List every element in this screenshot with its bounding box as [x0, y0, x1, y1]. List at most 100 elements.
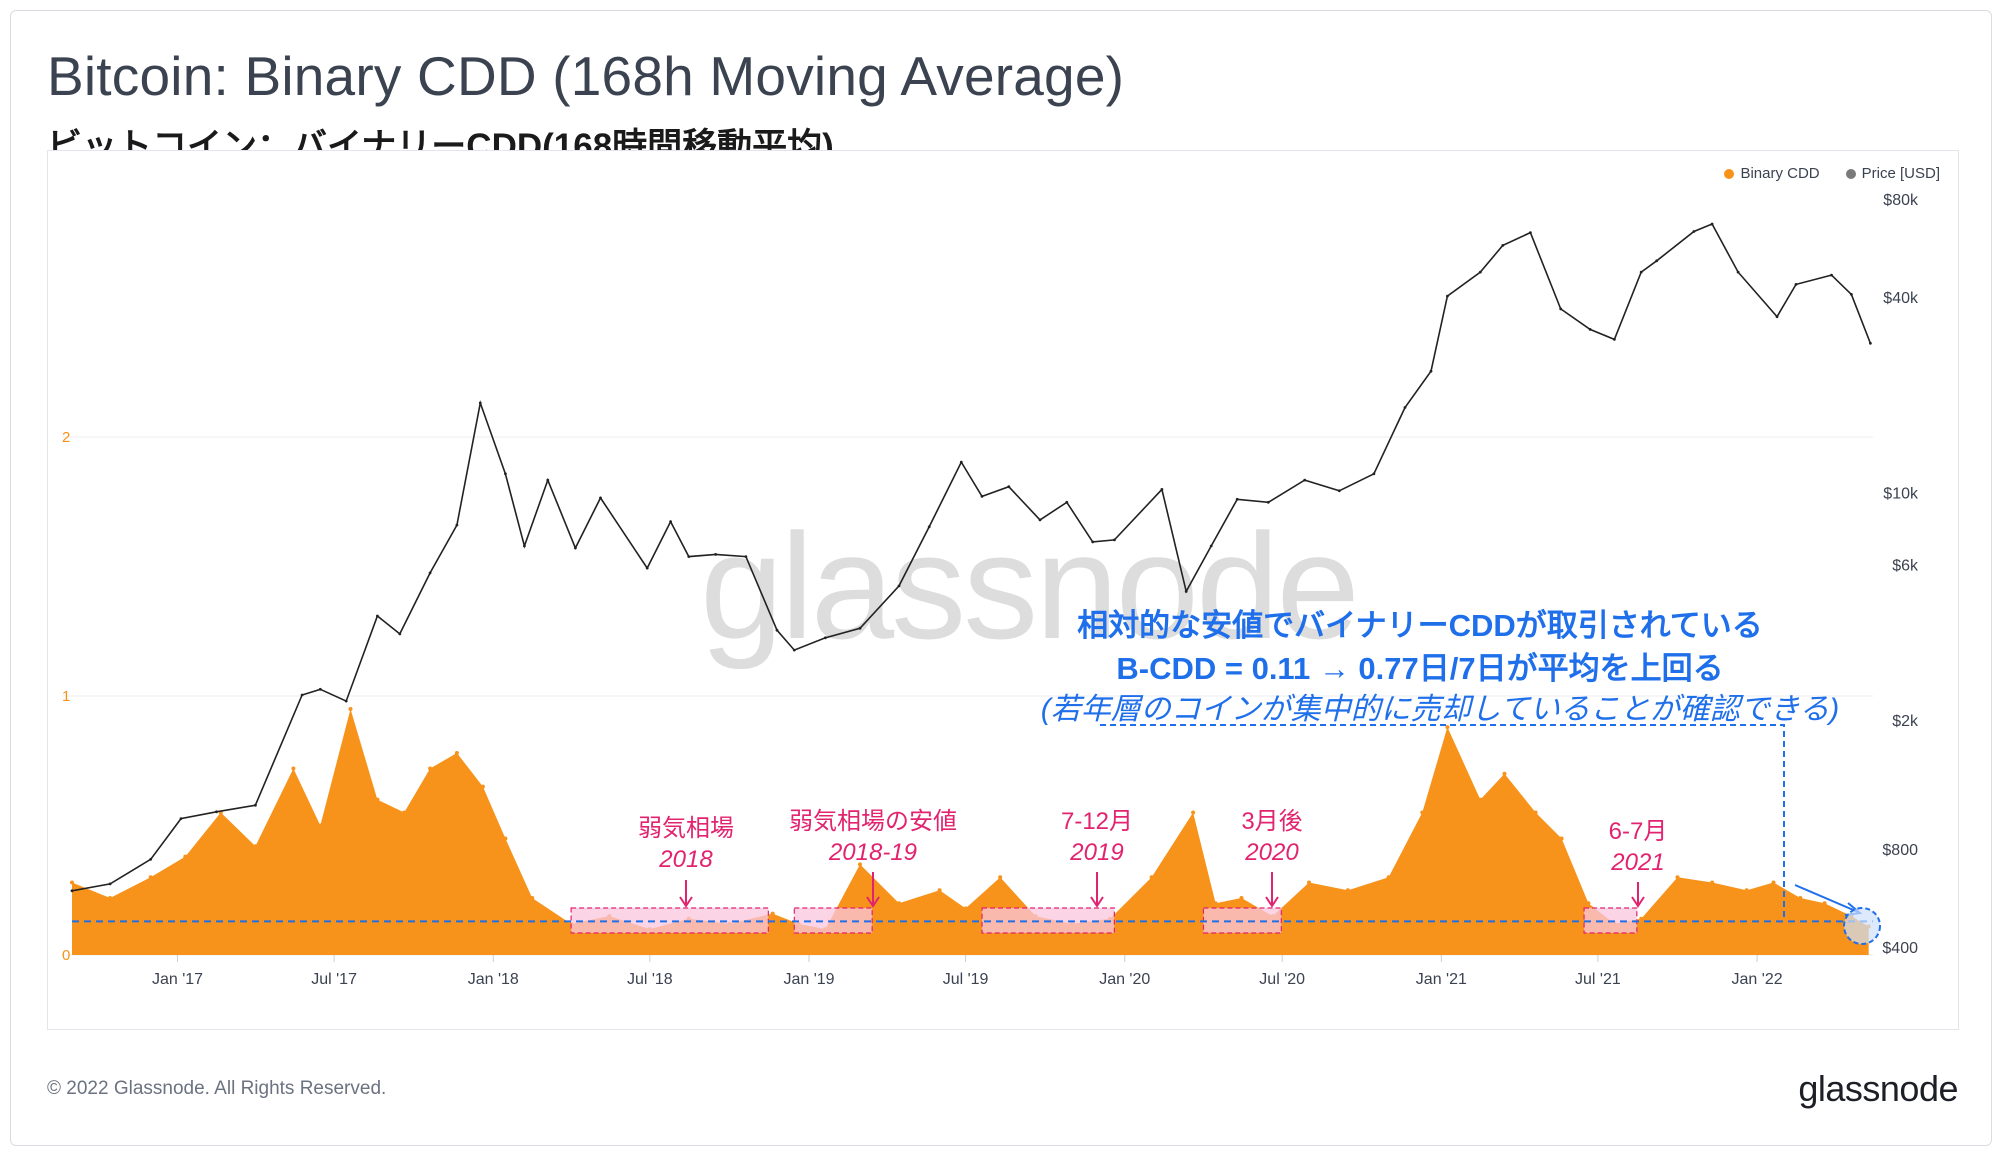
- watermark: glassnode: [700, 502, 1360, 670]
- footer-copyright: © 2022 Glassnode. All Rights Reserved.: [47, 1078, 387, 1099]
- binary-cdd-point: [503, 836, 508, 841]
- annotation-bracket: [1100, 724, 1785, 918]
- binary-cdd-point: [1533, 810, 1538, 815]
- price-point: [1613, 338, 1616, 341]
- right-axis-tick-label: $80k: [1883, 192, 1919, 209]
- legend-item-price[interactable]: Price [USD]: [1845, 165, 1940, 182]
- binary-cdd-point: [402, 810, 407, 815]
- binary-cdd-point: [1744, 888, 1749, 893]
- binary-cdd-point: [998, 875, 1003, 880]
- price-point: [398, 632, 402, 636]
- price-point: [1372, 472, 1376, 476]
- x-axis-tick-label: Jul '20: [1259, 971, 1305, 988]
- x-axis-tick-label: Jan '19: [783, 971, 834, 988]
- binary-cdd-point: [1478, 797, 1483, 802]
- price-point: [1830, 273, 1833, 277]
- period-arrowhead-icon: [866, 896, 880, 908]
- binary-cdd-point: [1675, 875, 1680, 880]
- legend-dot-orange-icon: [1724, 168, 1735, 179]
- page-title: Bitcoin: Binary CDD (168h Moving Average…: [47, 45, 1125, 107]
- price-point: [1235, 497, 1239, 501]
- price-point: [1446, 294, 1449, 298]
- x-axis-tick-label: Jan '22: [1732, 971, 1783, 988]
- price-point: [478, 401, 482, 405]
- price-point: [959, 460, 963, 464]
- price-line: [71, 222, 1872, 892]
- binary-cdd-point: [1191, 810, 1196, 815]
- right-axis-tick-label: $400: [1882, 940, 1918, 957]
- price-point: [546, 478, 550, 482]
- chart-legend: Binary CDD Price [USD]: [1724, 165, 1940, 182]
- binary-cdd-point: [1502, 771, 1507, 776]
- price-point: [1091, 540, 1095, 544]
- binary-cdd-point: [1345, 888, 1350, 893]
- period-label-bear-2018: 弱気相場 2018: [638, 813, 734, 875]
- x-axis-tick-label: Jan '21: [1416, 971, 1467, 988]
- price-point: [70, 889, 74, 893]
- price-point: [1710, 222, 1714, 226]
- footer-logo: glassnode: [1798, 1068, 1958, 1109]
- price-point: [897, 584, 901, 588]
- left-axis-tick-label: 2: [62, 429, 70, 446]
- binary-cdd-point: [1149, 875, 1154, 880]
- period-label-2020: 3月後 2020: [1241, 806, 1302, 868]
- price-point: [300, 693, 304, 697]
- price-point: [1065, 500, 1069, 504]
- x-axis-tick-label: Jan '18: [468, 971, 519, 988]
- right-axis-tick-label: $40k: [1883, 290, 1919, 307]
- binary-cdd-point: [480, 784, 485, 789]
- period-arrowhead-icon: [1631, 896, 1645, 908]
- right-axis-tick-label: $10k: [1883, 486, 1919, 503]
- legend-label: Price [USD]: [1861, 165, 1940, 182]
- x-axis-tick-label: Jul '21: [1575, 971, 1621, 988]
- binary-cdd-area: [72, 709, 1869, 955]
- period-arrowhead-icon: [679, 896, 693, 908]
- period-year: 2018-19: [828, 839, 918, 866]
- period-label-bear-low: 弱気相場の安値 2018-19: [789, 806, 957, 868]
- price-point: [1113, 538, 1116, 542]
- left-axis-tick-label: 0: [62, 947, 70, 964]
- binary-cdd-point: [375, 797, 380, 802]
- price-point: [980, 495, 984, 498]
- binary-cdd-point: [770, 911, 775, 916]
- price-point: [1337, 489, 1341, 493]
- left-axis-tick-label: 1: [62, 688, 70, 705]
- binary-cdd-point: [1239, 896, 1244, 900]
- binary-cdd-point: [897, 901, 901, 906]
- price-point: [179, 817, 183, 820]
- binary-cdd-point: [858, 862, 862, 867]
- price-point: [376, 614, 379, 618]
- price-point: [149, 857, 153, 861]
- legend-dot-gray-icon: [1845, 168, 1856, 179]
- price-point: [1501, 244, 1505, 247]
- price-point: [824, 636, 827, 640]
- price-point: [254, 803, 257, 807]
- period-label: 7-12月: [1060, 808, 1134, 835]
- price-point: [1429, 369, 1433, 373]
- annotation-line-1: 相対的な安値でバイナリーCDDが取引されている: [1077, 608, 1763, 643]
- period-label: 6-7月: [1608, 818, 1668, 845]
- binary-cdd-point: [318, 823, 323, 828]
- binary-cdd-point: [1445, 725, 1450, 730]
- binary-cdd-point: [253, 844, 258, 849]
- binary-cdd-point: [291, 766, 296, 771]
- period-label-2021: 6-7月 2021: [1609, 816, 1668, 878]
- annotation-arrow-icon: [1794, 884, 1859, 913]
- price-point: [1588, 328, 1592, 331]
- price-point: [1559, 307, 1563, 311]
- price-point: [1655, 259, 1659, 263]
- price-point: [1303, 478, 1307, 482]
- binary-cdd-point: [1822, 901, 1827, 906]
- price-point: [215, 810, 218, 814]
- binary-cdd-point: [348, 707, 353, 711]
- price-point: [344, 699, 348, 703]
- price-point: [1266, 500, 1270, 504]
- binary-cdd-point: [454, 751, 459, 755]
- binary-cdd-point: [1771, 880, 1776, 885]
- legend-item-binary-cdd[interactable]: Binary CDD: [1724, 165, 1820, 182]
- price-point: [1692, 230, 1696, 233]
- price-point: [927, 525, 931, 529]
- price-point: [428, 571, 432, 575]
- price-point: [669, 520, 672, 523]
